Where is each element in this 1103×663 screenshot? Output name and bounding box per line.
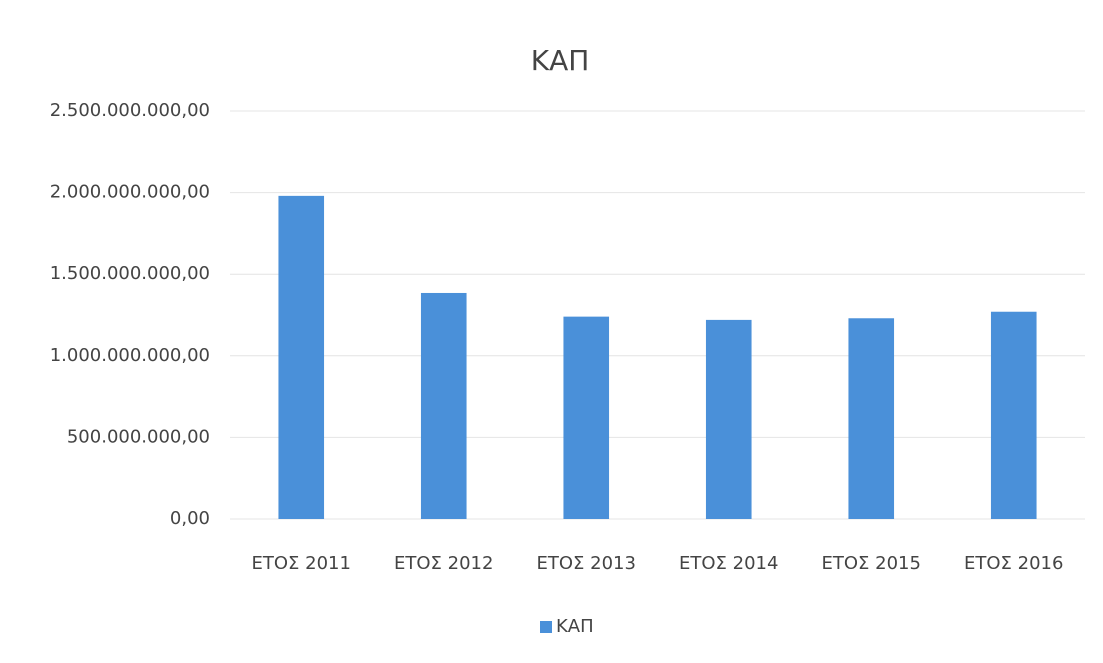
bar bbox=[563, 316, 610, 519]
chart-title: ΚΑΠ bbox=[531, 44, 590, 77]
bar bbox=[848, 318, 895, 519]
y-tick-label: 2.000.000.000,00 bbox=[50, 182, 210, 203]
y-tick-label: 2.500.000.000,00 bbox=[50, 100, 210, 121]
x-tick-label: ΕΤΟΣ 2011 bbox=[252, 553, 351, 574]
bar bbox=[278, 195, 325, 519]
legend-swatch bbox=[540, 621, 552, 633]
y-tick-label: 0,00 bbox=[170, 508, 210, 529]
x-tick-label: ΕΤΟΣ 2015 bbox=[822, 553, 921, 574]
y-tick-label: 500.000.000,00 bbox=[67, 426, 210, 447]
x-tick-label: ΕΤΟΣ 2012 bbox=[394, 553, 493, 574]
x-tick-label: ΕΤΟΣ 2016 bbox=[964, 553, 1063, 574]
bar bbox=[420, 292, 467, 519]
y-tick-label: 1.500.000.000,00 bbox=[50, 263, 210, 284]
bar bbox=[705, 319, 752, 519]
x-tick-label: ΕΤΟΣ 2014 bbox=[679, 553, 778, 574]
x-tick-label: ΕΤΟΣ 2013 bbox=[537, 553, 636, 574]
y-tick-label: 1.000.000.000,00 bbox=[50, 345, 210, 366]
bar bbox=[990, 311, 1037, 519]
legend-label: ΚΑΠ bbox=[556, 616, 594, 637]
